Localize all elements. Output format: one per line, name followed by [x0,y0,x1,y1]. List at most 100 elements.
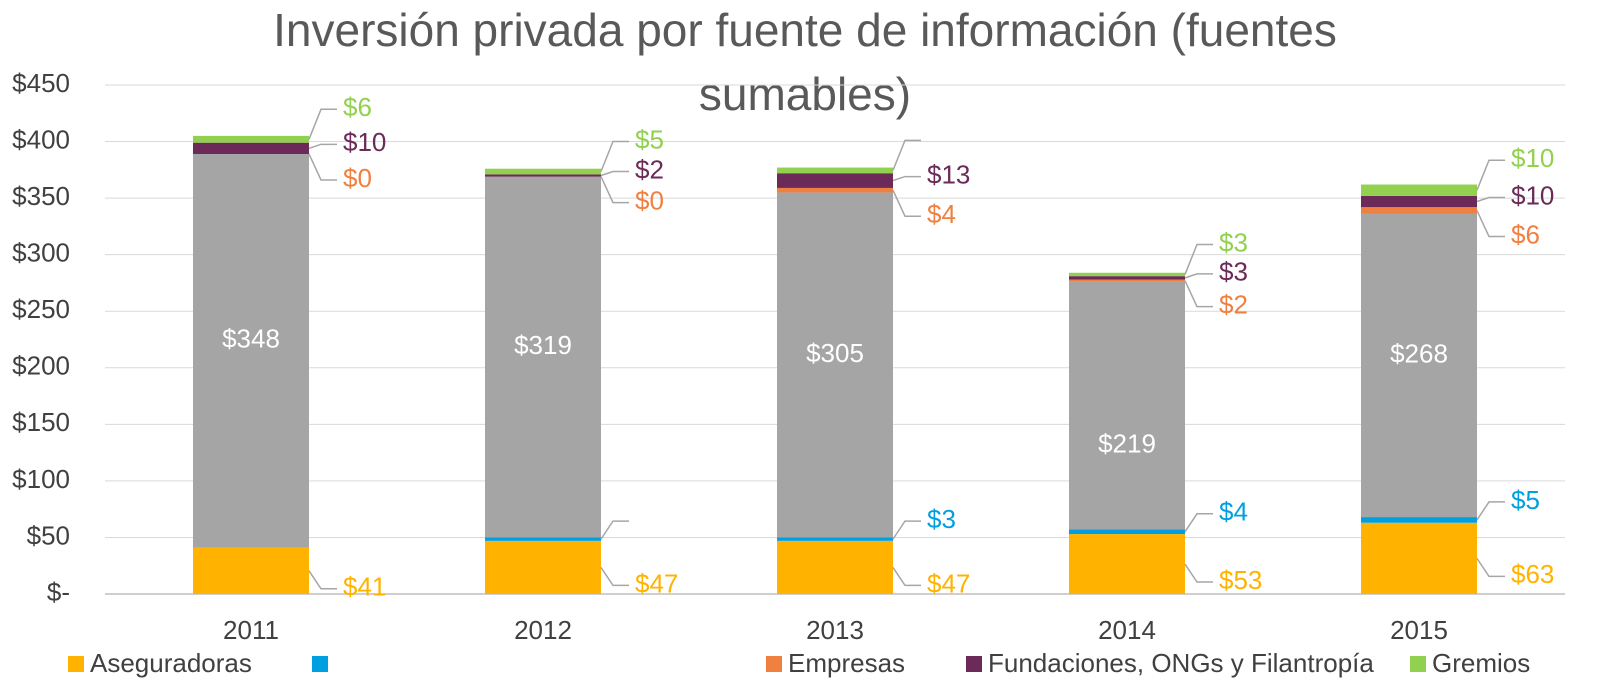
y-tick-label: $450 [12,68,70,98]
leader-line [1476,501,1505,521]
bar-segment [1361,522,1477,594]
bar-segment [1069,281,1185,530]
data-label: $3 [1219,257,1248,287]
leader-line [1476,196,1505,203]
data-label: $348 [222,324,280,354]
bar-segment [777,173,893,188]
data-label: $3 [1219,227,1248,257]
bar-segment [485,537,601,541]
y-tick-label: $100 [12,464,70,494]
bar-segment [777,540,893,594]
data-label: $6 [1511,219,1540,249]
y-tick-label: $200 [12,351,70,381]
leader-line [1184,243,1213,275]
leader-line [1476,210,1505,238]
leader-line [308,153,337,181]
data-label: $0 [343,163,372,193]
legend-swatch [1410,656,1426,672]
y-tick-label: $300 [12,238,70,268]
leader-line [892,175,921,182]
data-label: $47 [927,568,970,598]
data-label: $10 [1511,143,1554,173]
data-label: $10 [343,127,386,157]
bar-segment [485,176,601,538]
bar-segment [485,174,601,177]
bar-segment [1069,272,1185,277]
leader-line [308,570,337,590]
leader-line [308,108,337,140]
data-label: $53 [1219,565,1262,595]
chart-title: sumables) [699,68,911,120]
legend-label: Aseguradoras [90,648,252,678]
bar-segment [1361,195,1477,208]
y-tick-label: $- [47,577,70,607]
data-label: $6 [343,92,372,122]
data-label: $3 [927,504,956,534]
bar-segment [485,168,601,175]
leader-line [1476,159,1505,191]
bar-segment [777,192,893,538]
y-tick-label: $350 [12,181,70,211]
leader-line [1476,557,1505,578]
bar-segment [1361,213,1477,518]
legend-swatch [68,656,84,672]
y-tick-label: $400 [12,124,70,154]
bar-segment [1361,207,1477,214]
bar-segment [777,187,893,193]
leader-line [600,520,629,540]
y-tick-label: $50 [27,520,70,550]
x-tick-label: 2014 [1098,615,1156,645]
legend-label: Gremios [1432,648,1530,678]
data-label: $13 [927,159,970,189]
data-label: $305 [806,338,864,368]
data-label: $319 [514,330,572,360]
y-tick-label: $250 [12,294,70,324]
bar-segment [193,142,309,154]
leader-line [892,567,921,587]
bar-segment [193,547,309,594]
data-label: $10 [1511,180,1554,210]
data-label: $0 [635,185,664,215]
data-label: $47 [635,568,678,598]
leader-line [308,143,337,150]
bar-segment [777,537,893,541]
bar-segment [777,167,893,174]
data-label: $5 [1511,485,1540,515]
legend-swatch [966,656,982,672]
data-label: $2 [1219,290,1248,320]
bar-segment [1361,517,1477,523]
legend-label: Empresas [788,648,905,678]
x-tick-label: 2012 [514,615,572,645]
leader-line [1184,280,1213,308]
bar-segment [485,540,601,594]
leader-line [1184,563,1213,583]
data-label: $41 [343,572,386,602]
leader-line [892,520,921,540]
data-label: $219 [1098,429,1156,459]
data-label: $268 [1390,338,1448,368]
legend-swatch [766,656,782,672]
x-tick-label: 2015 [1390,615,1448,645]
legend-label: Fundaciones, ONGs y Filantropía [988,648,1374,678]
x-tick-label: 2013 [806,615,864,645]
bar-segment [193,135,309,143]
leader-line [600,170,629,177]
leader-line [1184,513,1213,533]
data-label: $2 [635,154,664,184]
data-label: $4 [1219,497,1248,527]
chart-title: Inversión privada por fuente de informac… [273,4,1337,56]
bar-segment [1069,534,1185,594]
leader-line [600,567,629,587]
bar-segment [1069,276,1185,280]
data-label: $5 [635,124,664,154]
leader-line [892,139,921,171]
data-label: $4 [927,199,956,229]
bar-segment [1361,184,1477,196]
bar-segment [1069,279,1185,282]
bar-segment [193,153,309,548]
y-tick-label: $150 [12,407,70,437]
bar-segment [1069,529,1185,535]
leader-line [600,140,629,172]
leader-line [1184,273,1213,279]
